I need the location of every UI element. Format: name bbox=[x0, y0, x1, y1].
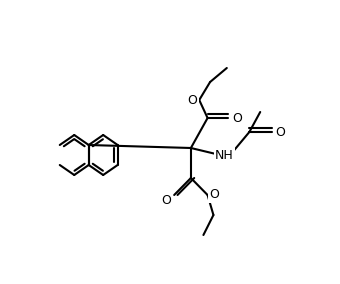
Text: O: O bbox=[188, 93, 198, 106]
Text: O: O bbox=[209, 189, 219, 202]
Text: O: O bbox=[232, 112, 242, 124]
Text: O: O bbox=[161, 193, 171, 206]
Text: NH: NH bbox=[215, 149, 234, 162]
Text: O: O bbox=[275, 126, 285, 139]
